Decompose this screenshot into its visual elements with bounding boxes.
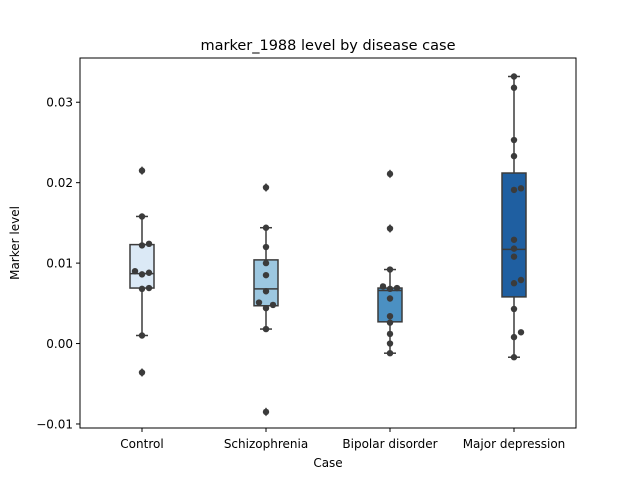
data-point [386,319,394,326]
data-point [262,304,270,312]
data-point [510,245,518,252]
data-point [269,301,277,309]
data-point [510,152,518,160]
y-tick-label: 0.03 [46,96,73,110]
x-axis-label: Case [313,456,342,470]
data-point [262,408,270,416]
y-tick-label: 0.01 [46,257,73,271]
box-iqr [501,172,527,298]
data-point [138,332,146,339]
x-tick-label: Control [120,437,163,451]
data-point [386,285,394,293]
data-point [510,354,518,361]
data-point [145,284,153,292]
data-point [510,333,518,341]
data-point [255,299,263,306]
box-group-bipolar-disorder [377,169,403,357]
data-point [262,184,270,191]
data-point [138,369,146,376]
data-point [379,283,387,290]
y-axis-label: Marker level [8,206,22,280]
data-point [386,312,394,320]
data-point [517,185,525,192]
box-group-schizophrenia [253,183,279,417]
data-point [510,305,518,313]
data-point [262,259,270,267]
data-point [386,266,394,273]
data-point [510,84,518,91]
data-point [510,136,518,144]
chart-title: marker_1988 level by disease case [201,38,456,54]
data-point [393,284,401,292]
data-point [386,295,394,302]
box-iqr [129,243,155,289]
data-point [138,271,146,278]
data-point [145,269,153,276]
data-point [510,73,518,80]
y-tick-label: −0.01 [36,417,73,431]
data-point [262,288,270,295]
data-point [262,243,270,251]
data-point [517,276,525,284]
data-point [386,340,394,347]
axes: −0.01 0.00 0.01 0.02 0.03 Control Schizophreni… [36,96,565,451]
data-point [510,253,518,260]
data-point [262,224,270,231]
y-tick-label: 0.00 [46,337,73,351]
data-point [138,213,146,220]
data-point [386,225,394,232]
data-point [510,236,518,243]
box-iqr [253,259,279,307]
data-point [138,285,146,293]
data-point [262,325,270,333]
y-tick-label: 0.02 [46,176,73,190]
data-point [262,271,270,279]
data-point [510,186,518,194]
data-point [386,170,394,178]
data-point [517,329,525,336]
data-point [138,242,146,249]
x-tick-label: Bipolar disorder [342,437,437,451]
x-tick-label: Schizophrenia [224,437,308,451]
data-point [131,267,139,275]
plot-area [129,73,527,417]
data-point [138,167,146,174]
data-point [386,349,394,357]
data-point [145,240,153,248]
data-point [510,280,518,287]
box-group-major-depression [501,73,527,361]
x-tick-label: Major depression [463,437,566,451]
plot-frame [79,57,577,429]
data-point [386,330,394,338]
box-group-control [129,166,155,377]
